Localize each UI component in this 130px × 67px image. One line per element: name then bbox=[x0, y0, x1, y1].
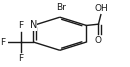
Text: F: F bbox=[1, 38, 6, 46]
Text: O: O bbox=[94, 36, 101, 45]
Text: F: F bbox=[18, 21, 23, 30]
Text: OH: OH bbox=[95, 4, 108, 13]
Text: Br: Br bbox=[56, 3, 66, 12]
Text: F: F bbox=[18, 54, 23, 63]
Text: N: N bbox=[30, 20, 37, 30]
